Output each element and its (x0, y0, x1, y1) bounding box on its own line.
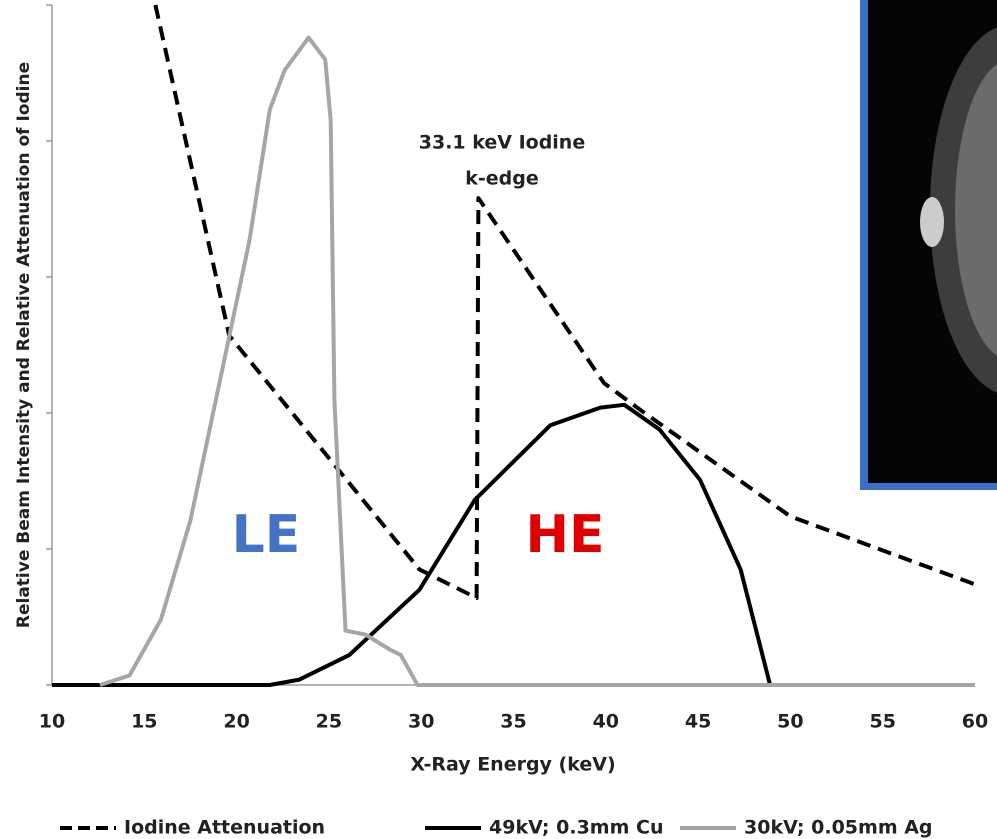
k-edge-annotation: k-edge (465, 168, 539, 190)
x-tick-label: 10 (39, 711, 65, 733)
le-annotation: LE (232, 505, 301, 565)
inset-tissue (955, 64, 997, 356)
inset-nipple (920, 197, 944, 247)
x-tick-label: 25 (316, 711, 342, 733)
x-tick-label: 40 (593, 711, 619, 733)
x-tick-label: 15 (131, 711, 157, 733)
series-line (52, 402, 773, 687)
he-annotation: HE (525, 505, 604, 565)
x-tick-label: 50 (777, 711, 803, 733)
y-axis-label: Relative Beam Intensity and Relative Att… (14, 62, 34, 628)
series-line (99, 35, 975, 687)
legend-label: 30kV; 0.05mm Ag (744, 817, 933, 839)
k-edge-annotation: 33.1 keV Iodine (419, 132, 585, 154)
x-tick-label: 20 (223, 711, 249, 733)
x-tick-label: 45 (685, 711, 711, 733)
inset-image (860, 0, 997, 490)
series-line (153, 4, 976, 600)
x-tick-label: 30 (408, 711, 434, 733)
x-axis-label: X-Ray Energy (keV) (410, 754, 615, 776)
x-tick-label: 35 (500, 711, 526, 733)
x-tick-label: 60 (962, 711, 988, 733)
legend-label: Iodine Attenuation (124, 817, 325, 839)
legend-label: 49kV; 0.3mm Cu (489, 817, 663, 839)
x-tick-label: 55 (869, 711, 895, 733)
